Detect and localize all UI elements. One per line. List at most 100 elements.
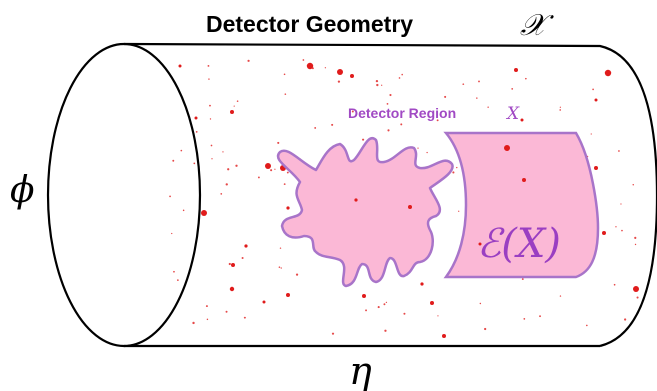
hit-point [324,67,327,69]
hit-point [194,116,198,120]
hit-point [193,162,196,165]
hit-point [243,316,246,319]
hit-point [436,119,439,122]
hit-point [559,109,562,111]
hit-point [476,97,478,99]
hit-point [594,166,598,170]
hit-point [172,159,175,162]
hit-point [286,171,289,174]
hit-point [387,129,390,132]
hit-point [525,77,527,80]
hit-point [504,145,510,151]
hit-point [384,329,387,332]
hit-point [456,166,458,169]
hit-point [265,163,271,169]
hit-point [210,144,213,147]
hit-point [195,130,198,133]
hit-point [235,164,238,167]
hit-point [207,64,210,67]
hit-point [231,263,235,267]
hit-point [417,147,419,149]
hit-point [520,118,524,122]
hit-point [173,270,175,273]
hit-point [514,68,518,72]
hit-point [408,205,412,209]
hit-point [452,171,455,174]
phi-axis-label: ϕ [10,170,35,211]
hits-overlay [178,62,598,305]
hit-point [403,312,406,315]
hit-point [337,69,343,75]
hit-point [401,73,403,76]
hit-point [227,168,230,171]
hit-point [225,310,228,313]
hit-point [177,279,179,281]
hit-point [270,169,273,172]
hit-point [302,59,305,61]
hit-point [244,244,248,248]
hit-point [478,242,482,246]
hit-point [478,80,480,83]
hit-point [178,64,182,68]
hit-point [201,210,207,216]
hit-point [286,206,290,210]
hit-point [442,334,446,338]
hit-point [241,256,244,259]
hit-point [633,286,639,292]
region-label: Detector Region [348,105,456,121]
hit-point [295,273,299,276]
hit-point [209,104,211,107]
hit-point [636,296,639,299]
hit-point [171,232,173,235]
hit-point [484,327,487,331]
hit-point [462,83,465,86]
hit-point [278,266,281,268]
hit-point [222,151,224,153]
hit-point [632,184,634,186]
detector-region-shape [276,136,454,288]
diagram-title: Detector Geometry [206,11,413,37]
hit-point [247,59,250,62]
hit-point [192,321,195,325]
hit-point [283,183,286,186]
hit-point [618,150,620,152]
hit-point [350,74,354,78]
hit-point [398,77,401,79]
hit-point [479,302,482,305]
hit-point [620,203,622,205]
hit-point [236,100,239,102]
detector-space-symbol: 𝒳 [520,8,554,43]
hit-point [522,178,526,182]
hit-point [280,267,282,269]
hit-point [208,78,210,80]
hit-point [590,133,592,135]
hit-point [426,151,428,154]
hit-point [211,158,213,160]
hit-point [283,73,286,76]
hit-point [624,318,627,321]
embedding-label: ℰ(X) [477,221,561,267]
hit-point [621,229,623,232]
hit-point [521,278,524,280]
hit-point [458,210,460,212]
hit-point [381,84,383,86]
hit-point [523,318,526,320]
hit-point [279,247,282,249]
hit-point [233,105,235,107]
hit-point [209,118,212,120]
hit-point [585,324,588,327]
hit-point [286,293,290,297]
hit-point [592,88,594,91]
hit-point [613,283,616,286]
hit-point [602,231,606,235]
hit-point [362,294,366,298]
hit-point [604,69,612,77]
hit-point [385,301,388,304]
hit-point [229,286,235,292]
hit-point [420,282,424,286]
hit-point [314,127,317,129]
hit-point [559,295,562,297]
hit-point [220,193,223,195]
hit-point [337,80,341,83]
hit-point [437,315,439,317]
